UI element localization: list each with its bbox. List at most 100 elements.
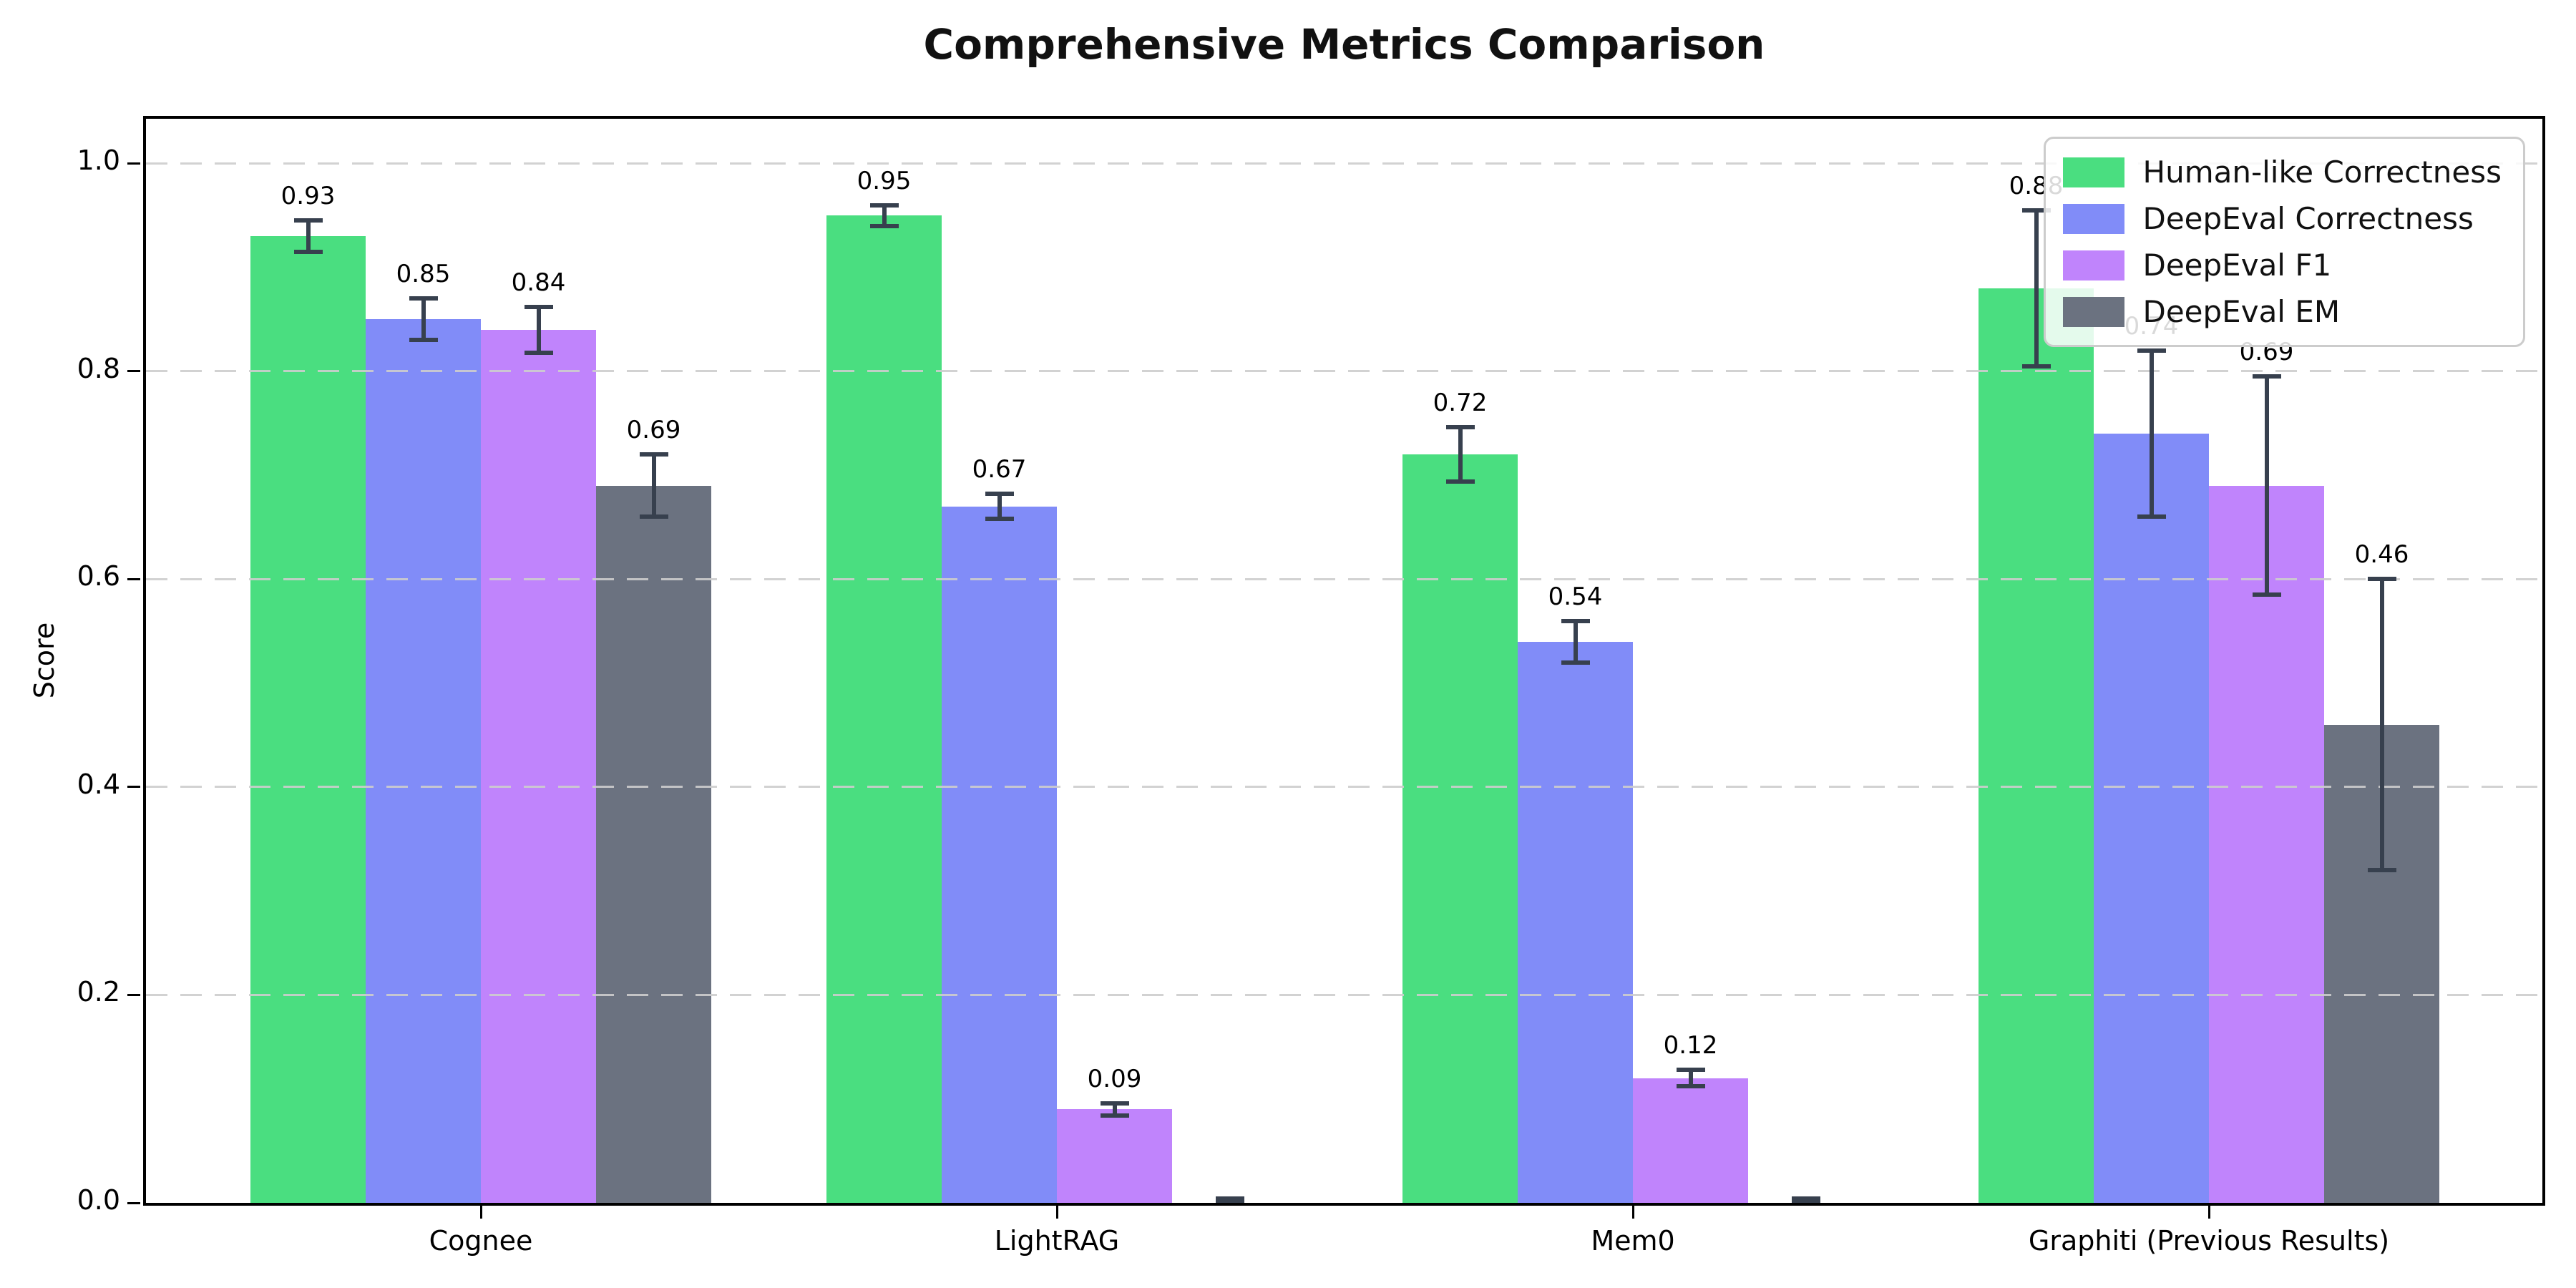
error-bar-cap-top: [2252, 374, 2281, 379]
gridline-0.2: [146, 993, 2542, 996]
y-tick-label-0: 0.0: [77, 1184, 120, 1216]
bar-deepeval-correctness-0: [366, 319, 481, 1203]
gridline-0.8: [146, 370, 2542, 373]
error-bar-cap-top: [639, 452, 668, 457]
error-bar: [997, 494, 1002, 519]
bar-deepeval-f1-2: [1633, 1078, 1748, 1203]
error-bar: [1458, 427, 1463, 482]
error-bar-cap-bottom: [1215, 1201, 1244, 1203]
y-tick-label-4: 0.8: [77, 352, 120, 384]
y-tick-label-5: 1.0: [77, 145, 120, 177]
bar-deepeval-correctness-3: [2094, 434, 2209, 1203]
error-bar-cap-top: [985, 492, 1014, 497]
legend-swatch: [2062, 250, 2124, 280]
bar-deepeval-correctness-1: [942, 506, 1057, 1203]
error-bar: [2034, 210, 2039, 366]
error-bar-cap-bottom: [524, 350, 553, 355]
plot-area: 0.930.950.720.880.850.670.540.740.840.09…: [143, 116, 2545, 1206]
x-tick-0: [479, 1206, 482, 1219]
error-bar-cap-bottom: [1445, 479, 1475, 484]
x-tick-label-0: Cognee: [429, 1225, 533, 1257]
bar-value-label: 0.09: [1087, 1064, 1142, 1093]
error-bar-cap-top: [2021, 208, 2051, 213]
x-tick-label-1: LightRAG: [994, 1225, 1120, 1257]
error-bar: [2149, 350, 2154, 517]
y-axis-label: Score: [29, 622, 60, 699]
legend-item-human-like-correctness: Human-like Correctness: [2062, 155, 2502, 190]
error-bar-cap-top: [1215, 1196, 1244, 1201]
y-tick-4: [127, 370, 140, 373]
bar-value-label: 0.95: [857, 166, 912, 195]
legend-item-deepeval-f1: DeepEval F1: [2062, 248, 2502, 283]
gridline-0.4: [146, 786, 2542, 789]
gridline-0.6: [146, 577, 2542, 580]
y-tick-5: [127, 162, 140, 165]
error-bar-cap-top: [2137, 348, 2166, 353]
bar-value-label: 0.69: [626, 416, 681, 445]
error-bars-layer: [146, 119, 2542, 1203]
error-bar-cap-bottom: [1676, 1084, 1705, 1089]
bar-deepeval-correctness-2: [1518, 641, 1633, 1203]
error-bar: [651, 454, 656, 517]
grid-layer: [146, 119, 2542, 1203]
bar-value-label: 0.67: [972, 455, 1027, 484]
legend-label: DeepEval EM: [2142, 294, 2341, 329]
error-bar-cap-bottom: [1561, 660, 1590, 665]
y-tick-1: [127, 993, 140, 996]
error-bar: [1573, 620, 1578, 663]
error-bar: [421, 298, 426, 341]
error-bar: [2379, 579, 2384, 871]
x-tick-label-3: Graphiti (Previous Results): [2028, 1225, 2390, 1257]
bar-value-label: 0.72: [1433, 389, 1488, 418]
error-bar-cap-bottom: [2021, 364, 2051, 369]
bar-human-like-correctness-0: [250, 236, 366, 1203]
error-bar: [882, 205, 887, 226]
error-bar-cap-top: [1676, 1068, 1705, 1073]
error-bar-cap-bottom: [639, 514, 668, 519]
bar-deepeval-f1-0: [481, 329, 596, 1203]
error-bar-cap-top: [1445, 425, 1475, 430]
y-tick-label-2: 0.4: [77, 768, 120, 800]
bar-value-label: 0.93: [280, 182, 336, 211]
error-bar-cap-bottom: [2367, 868, 2396, 873]
gridline-1: [146, 162, 2542, 165]
error-bar-cap-top: [2367, 577, 2396, 582]
x-tick-2: [1631, 1206, 1634, 1219]
x-tick-1: [1055, 1206, 1058, 1219]
bar-value-label: 0.84: [511, 268, 566, 297]
error-bar-cap-top: [524, 304, 553, 309]
legend-swatch: [2062, 203, 2124, 234]
error-bar: [2264, 376, 2269, 595]
x-tick-3: [2207, 1206, 2210, 1219]
y-tick-0: [127, 1201, 140, 1204]
error-bar-cap-top: [1561, 618, 1590, 623]
legend-swatch: [2062, 157, 2124, 187]
error-bar-cap-bottom: [869, 223, 899, 228]
error-bar: [1112, 1103, 1117, 1116]
error-bar-cap-top: [869, 203, 899, 208]
chart-title: Comprehensive Metrics Comparison: [923, 20, 1765, 69]
y-tick-2: [127, 786, 140, 789]
bar-value-label: 0.54: [1548, 582, 1603, 611]
error-bar: [306, 220, 311, 252]
bar-value-label: 0.46: [2354, 540, 2409, 570]
error-bar-cap-top: [1100, 1101, 1129, 1106]
y-tick-label-3: 0.6: [77, 560, 120, 592]
error-bar-cap-bottom: [985, 517, 1014, 522]
bar-value-label: 0.12: [1663, 1031, 1718, 1060]
legend-label: DeepEval F1: [2142, 248, 2332, 283]
y-tick-3: [127, 577, 140, 580]
bar-deepeval-f1-3: [2209, 485, 2324, 1203]
legend-item-deepeval-correctness: DeepEval Correctness: [2062, 201, 2502, 236]
x-tick-label-2: Mem0: [1591, 1225, 1675, 1257]
legend-swatch: [2062, 296, 2124, 327]
bar-value-label: 0.85: [396, 260, 451, 289]
error-bar: [536, 306, 541, 353]
bar-human-like-correctness-3: [1979, 288, 2094, 1203]
error-bar-cap-bottom: [1100, 1113, 1129, 1118]
legend-item-deepeval-em: DeepEval EM: [2062, 294, 2502, 329]
error-bar-cap-bottom: [293, 249, 323, 254]
bar-human-like-correctness-1: [826, 215, 942, 1203]
legend: Human-like Correctness DeepEval Correctne…: [2043, 137, 2525, 347]
